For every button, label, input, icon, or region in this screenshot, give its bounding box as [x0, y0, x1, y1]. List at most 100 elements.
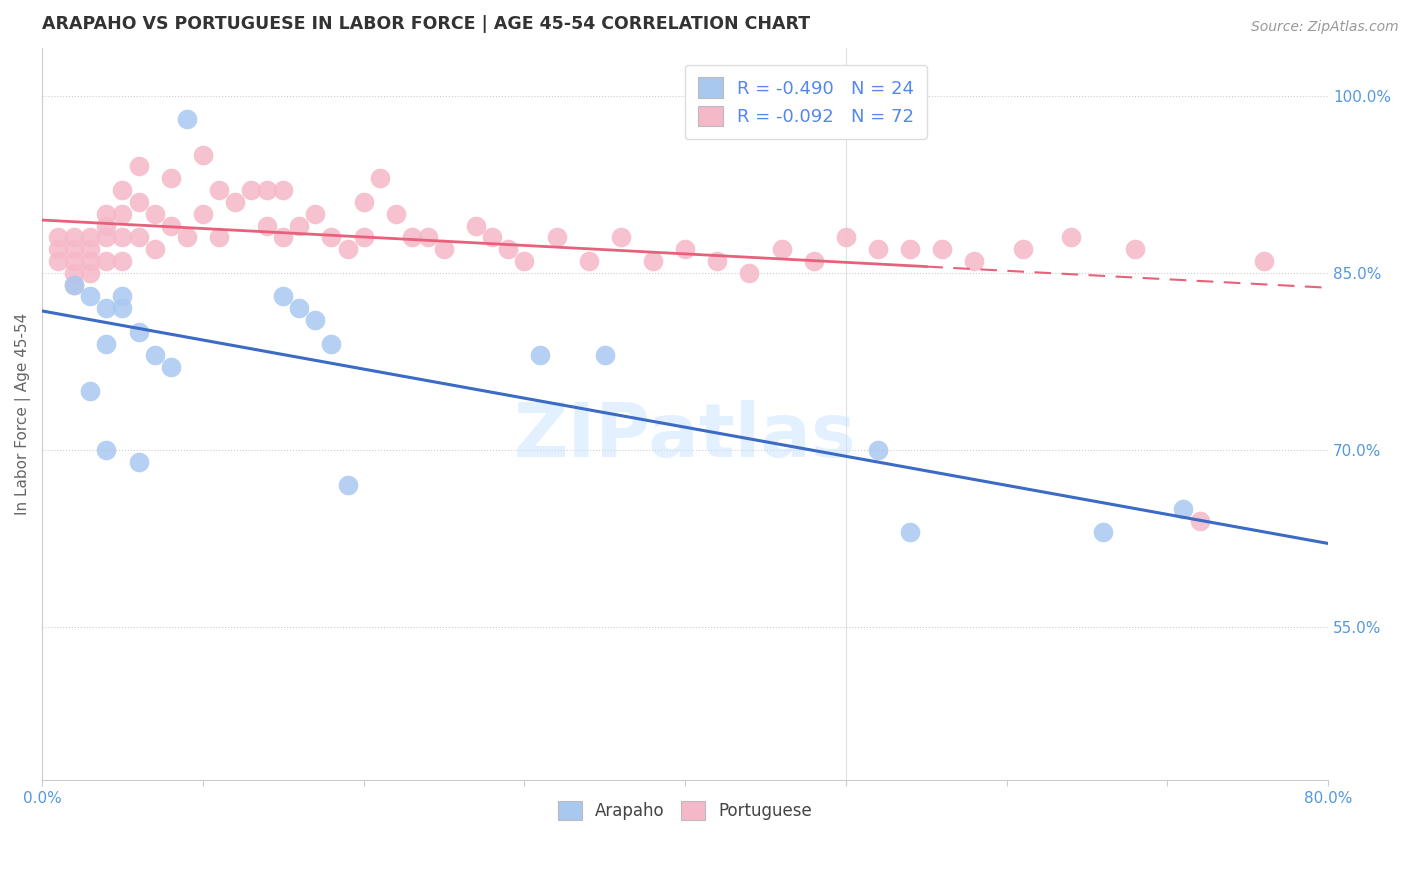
Point — [79, 230, 101, 244]
Point — [79, 289, 101, 303]
Point — [128, 194, 150, 209]
Point — [128, 454, 150, 468]
Point — [738, 266, 761, 280]
Point — [96, 230, 118, 244]
Point — [79, 384, 101, 398]
Point — [208, 230, 231, 244]
Point — [79, 266, 101, 280]
Text: ARAPAHO VS PORTUGUESE IN LABOR FORCE | AGE 45-54 CORRELATION CHART: ARAPAHO VS PORTUGUESE IN LABOR FORCE | A… — [42, 15, 810, 33]
Point — [63, 230, 86, 244]
Point — [706, 254, 728, 268]
Point — [256, 219, 278, 233]
Point — [433, 242, 456, 256]
Point — [191, 147, 214, 161]
Point — [353, 230, 375, 244]
Point — [143, 348, 166, 362]
Point — [513, 254, 536, 268]
Point — [593, 348, 616, 362]
Point — [368, 171, 391, 186]
Point — [641, 254, 664, 268]
Point — [931, 242, 953, 256]
Point — [866, 242, 889, 256]
Point — [159, 219, 181, 233]
Point — [96, 254, 118, 268]
Point — [63, 242, 86, 256]
Point — [321, 230, 343, 244]
Text: ZIPatlas: ZIPatlas — [513, 400, 856, 473]
Point — [96, 301, 118, 315]
Point — [63, 277, 86, 292]
Point — [898, 242, 921, 256]
Point — [111, 301, 134, 315]
Point — [176, 112, 198, 127]
Point — [63, 254, 86, 268]
Point — [546, 230, 568, 244]
Point — [224, 194, 246, 209]
Point — [1092, 525, 1115, 540]
Point — [191, 207, 214, 221]
Point — [898, 525, 921, 540]
Point — [578, 254, 600, 268]
Point — [111, 289, 134, 303]
Point — [256, 183, 278, 197]
Y-axis label: In Labor Force | Age 45-54: In Labor Force | Age 45-54 — [15, 313, 31, 516]
Point — [304, 207, 326, 221]
Point — [271, 230, 294, 244]
Point — [1253, 254, 1275, 268]
Point — [46, 254, 69, 268]
Point — [271, 183, 294, 197]
Point — [271, 289, 294, 303]
Point — [1011, 242, 1033, 256]
Point — [416, 230, 439, 244]
Point — [240, 183, 263, 197]
Point — [321, 336, 343, 351]
Point — [159, 171, 181, 186]
Point — [963, 254, 986, 268]
Point — [288, 301, 311, 315]
Point — [143, 207, 166, 221]
Legend: Arapaho, Portuguese: Arapaho, Portuguese — [551, 794, 818, 827]
Point — [96, 219, 118, 233]
Point — [465, 219, 488, 233]
Point — [866, 442, 889, 457]
Point — [835, 230, 858, 244]
Point — [336, 478, 359, 492]
Point — [529, 348, 551, 362]
Point — [208, 183, 231, 197]
Point — [143, 242, 166, 256]
Point — [401, 230, 423, 244]
Point — [96, 336, 118, 351]
Point — [46, 230, 69, 244]
Point — [1188, 514, 1211, 528]
Point — [610, 230, 633, 244]
Point — [288, 219, 311, 233]
Point — [46, 242, 69, 256]
Point — [159, 360, 181, 375]
Point — [803, 254, 825, 268]
Text: Source: ZipAtlas.com: Source: ZipAtlas.com — [1251, 20, 1399, 34]
Point — [128, 230, 150, 244]
Point — [481, 230, 503, 244]
Point — [1173, 501, 1195, 516]
Point — [63, 277, 86, 292]
Point — [111, 230, 134, 244]
Point — [96, 442, 118, 457]
Point — [111, 254, 134, 268]
Point — [79, 242, 101, 256]
Point — [79, 254, 101, 268]
Point — [304, 313, 326, 327]
Point — [111, 183, 134, 197]
Point — [96, 207, 118, 221]
Point — [498, 242, 520, 256]
Point — [1060, 230, 1083, 244]
Point — [176, 230, 198, 244]
Point — [111, 207, 134, 221]
Point — [353, 194, 375, 209]
Point — [128, 325, 150, 339]
Point — [336, 242, 359, 256]
Point — [1123, 242, 1146, 256]
Point — [63, 266, 86, 280]
Point — [770, 242, 793, 256]
Point — [128, 160, 150, 174]
Point — [673, 242, 696, 256]
